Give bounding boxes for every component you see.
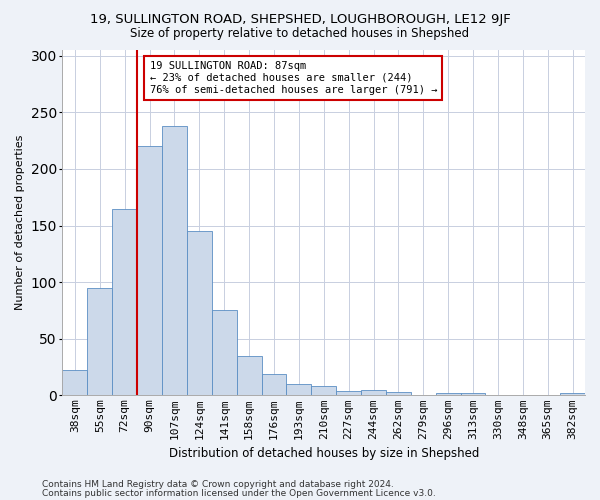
Bar [311,386,336,396]
Bar [461,393,485,396]
Bar [336,391,361,396]
Bar [236,356,262,396]
Text: 19, SULLINGTON ROAD, SHEPSHED, LOUGHBOROUGH, LE12 9JF: 19, SULLINGTON ROAD, SHEPSHED, LOUGHBORO… [89,12,511,26]
Bar [361,390,386,396]
Bar [262,374,286,396]
Bar [286,384,311,396]
Bar [386,392,411,396]
Bar [436,393,461,396]
Bar [560,393,585,396]
X-axis label: Distribution of detached houses by size in Shepshed: Distribution of detached houses by size … [169,447,479,460]
Bar [112,208,137,396]
Text: Contains HM Land Registry data © Crown copyright and database right 2024.: Contains HM Land Registry data © Crown c… [42,480,394,489]
Bar [162,126,187,396]
Bar [187,231,212,396]
Bar [137,146,162,396]
Bar [212,310,236,396]
Bar [62,370,88,396]
Y-axis label: Number of detached properties: Number of detached properties [15,135,25,310]
Bar [88,288,112,396]
Text: Contains public sector information licensed under the Open Government Licence v3: Contains public sector information licen… [42,488,436,498]
Text: 19 SULLINGTON ROAD: 87sqm
← 23% of detached houses are smaller (244)
76% of semi: 19 SULLINGTON ROAD: 87sqm ← 23% of detac… [149,62,437,94]
Text: Size of property relative to detached houses in Shepshed: Size of property relative to detached ho… [130,28,470,40]
